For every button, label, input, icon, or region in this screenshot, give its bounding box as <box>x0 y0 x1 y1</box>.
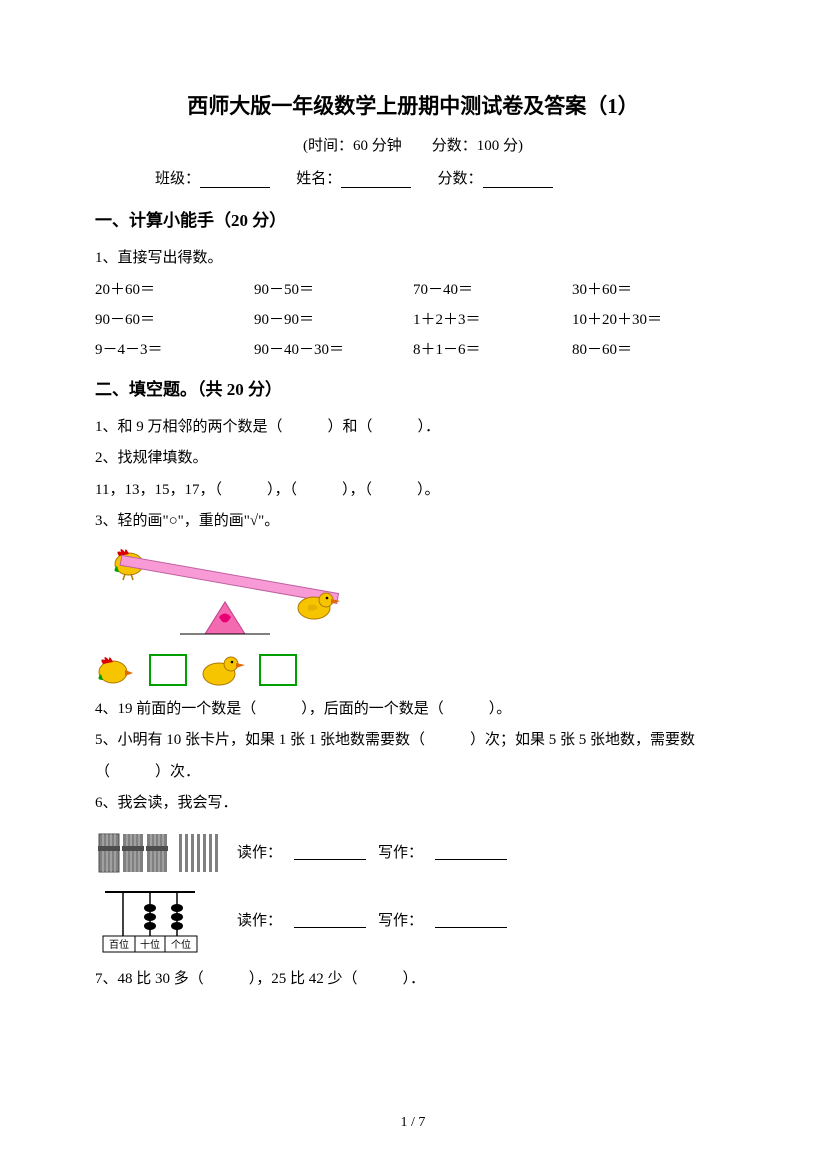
info-row: 班级： 姓名： 分数： <box>95 167 731 188</box>
score-label: 分数： <box>438 171 483 187</box>
name-label: 姓名： <box>296 171 341 187</box>
calc-cell: 90－90＝ <box>254 305 413 335</box>
read-blank-2[interactable] <box>294 912 366 928</box>
s2-q4: 4、19 前面的一个数是（ ），后面的一个数是（ ）。 <box>95 694 731 726</box>
s2-q3: 3、轻的画"○"，重的画"√"。 <box>95 506 731 538</box>
page-title: 西师大版一年级数学上册期中测试卷及答案（1） <box>95 90 731 120</box>
s1-q1-label: 1、直接写出得数。 <box>95 243 731 275</box>
calc-cell: 10＋20＋30＝ <box>572 305 731 335</box>
calc-row-0: 20＋60＝ 90－50＝ 70－40＝ 30＋60＝ <box>95 275 731 305</box>
s2-q2-seq: 11，13，15，17，（ ），（ ），（ ）。 <box>95 475 731 507</box>
duck-icon <box>201 652 245 688</box>
calc-cell: 80－60＝ <box>572 335 731 365</box>
read-blank-1[interactable] <box>294 844 366 860</box>
write-blank-1[interactable] <box>435 844 507 860</box>
seesaw-figure <box>95 544 731 644</box>
read-label: 读作： <box>237 909 282 930</box>
abacus-t-label: 十位 <box>140 938 160 951</box>
calc-cell: 1＋2＋3＝ <box>413 305 572 335</box>
answer-boxes-row <box>95 652 731 688</box>
calc-row-2: 9－4－3＝ 90－40－30＝ 8＋1－6＝ 80－60＝ <box>95 335 731 365</box>
rooster-icon <box>95 652 135 688</box>
class-blank[interactable] <box>200 172 270 188</box>
calc-row-1: 90－60＝ 90－90＝ 1＋2＋3＝ 10＋20＋30＝ <box>95 305 731 335</box>
counting-sticks-icon <box>95 828 225 876</box>
s2-q2: 2、找规律填数。 <box>95 443 731 475</box>
calc-cell: 9－4－3＝ <box>95 335 254 365</box>
read-row-2: 百位 十位 个位 读作： 写作： <box>95 884 731 956</box>
page-footer: 1 / 7 <box>0 1115 826 1131</box>
class-label: 班级： <box>155 171 200 187</box>
calc-cell: 30＋60＝ <box>572 275 731 305</box>
answer-box-2[interactable] <box>259 654 297 686</box>
abacus-h-label: 百位 <box>109 938 129 951</box>
read-label: 读作： <box>237 841 282 862</box>
subtitle: (时间：60 分钟 分数：100 分) <box>95 134 731 155</box>
calc-cell: 20＋60＝ <box>95 275 254 305</box>
section1-heading: 一、计算小能手（20 分） <box>95 206 731 231</box>
score-blank[interactable] <box>483 172 553 188</box>
calc-cell: 8＋1－6＝ <box>413 335 572 365</box>
name-blank[interactable] <box>341 172 411 188</box>
write-blank-2[interactable] <box>435 912 507 928</box>
abacus-icon: 百位 十位 个位 <box>95 884 225 956</box>
calc-cell: 90－50＝ <box>254 275 413 305</box>
s2-q5: 5、小明有 10 张卡片，如果 1 张 1 张地数需要数（ ）次；如果 5 张 … <box>95 725 731 788</box>
abacus-o-label: 个位 <box>171 938 191 951</box>
s2-q7: 7、48 比 30 多（ ），25 比 42 少（ ）． <box>95 964 731 996</box>
calc-cell: 70－40＝ <box>413 275 572 305</box>
s2-q6: 6、我会读，我会写． <box>95 788 731 820</box>
seesaw-icon <box>95 544 365 639</box>
s2-q1: 1、和 9 万相邻的两个数是（ ）和（ ）． <box>95 412 731 444</box>
write-label: 写作： <box>378 841 423 862</box>
calc-cell: 90－40－30＝ <box>254 335 413 365</box>
write-label: 写作： <box>378 909 423 930</box>
answer-box-1[interactable] <box>149 654 187 686</box>
read-row-1: 读作： 写作： <box>95 828 731 876</box>
calc-cell: 90－60＝ <box>95 305 254 335</box>
section2-heading: 二、填空题。（共 20 分） <box>95 375 731 400</box>
